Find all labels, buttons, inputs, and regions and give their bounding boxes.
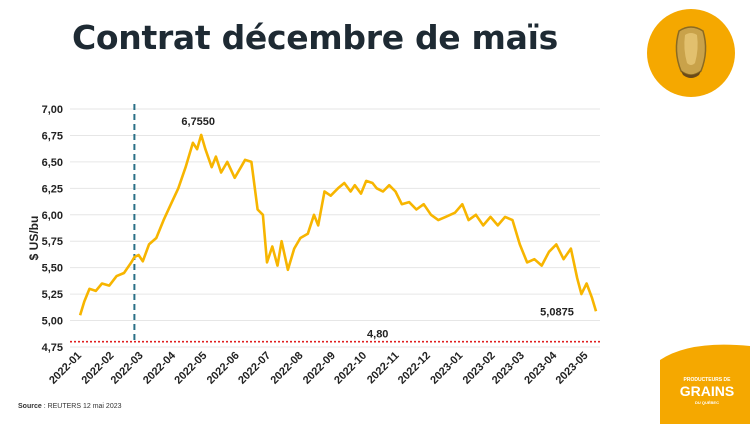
x-tick-label: 2022-10 xyxy=(332,350,369,387)
reference-label: 4,80 xyxy=(367,329,388,341)
x-tick-label: 2022-07 xyxy=(236,350,273,387)
x-tick-label: 2022-09 xyxy=(301,350,338,387)
grid xyxy=(70,108,600,348)
y-tick-label: 6,00 xyxy=(42,210,63,222)
y-tick-label: 6,25 xyxy=(42,183,63,195)
x-tick-label: 2022-01 xyxy=(47,350,84,387)
x-tick-label: 2023-04 xyxy=(522,349,560,387)
x-tick-label: 2023-05 xyxy=(554,350,591,387)
corner-badge xyxy=(647,9,735,97)
x-tick-label: 2022-08 xyxy=(268,350,305,387)
svg-text:GRAINS: GRAINS xyxy=(680,383,734,399)
last-value-label: 5,0875 xyxy=(540,306,574,318)
y-tick-label: 6,50 xyxy=(42,157,63,169)
producteurs-logo: PRODUCTEURS DE GRAINS DU QUÉBEC xyxy=(660,344,750,424)
svg-text:PRODUCTEURS DE: PRODUCTEURS DE xyxy=(684,377,732,383)
svg-text:DU QUÉBEC: DU QUÉBEC xyxy=(695,400,719,405)
x-tick-label: 2022-04 xyxy=(141,349,179,387)
source-note: Source : REUTERS 12 mai 2023 xyxy=(18,403,122,410)
y-tick-label: 5,50 xyxy=(42,263,63,275)
peak-label: 6,7550 xyxy=(181,116,215,128)
y-tick-label: 5,25 xyxy=(42,289,63,301)
x-tick-label: 2022-11 xyxy=(365,350,402,387)
y-tick-label: 5,00 xyxy=(42,316,63,328)
y-tick-label: 4,75 xyxy=(42,342,63,354)
series-line xyxy=(78,133,598,316)
y-tick-label: 5,75 xyxy=(42,236,63,248)
x-tick-label: 2023-03 xyxy=(490,350,527,387)
x-tick-label: 2022-05 xyxy=(172,350,209,387)
x-tick-label: 2023-01 xyxy=(428,350,465,387)
y-tick-label: 7,00 xyxy=(42,104,63,116)
y-axis-ticks: 4,75 5,00 5,25 5,50 5,75 6,00 6,25 6,50 6,75 7,00 xyxy=(42,104,63,354)
x-tick-label: 2022-03 xyxy=(109,350,146,387)
x-tick-label: 2022-12 xyxy=(396,350,433,387)
page-title: Contrat décembre de maïs xyxy=(72,18,558,57)
y-tick-label: 6,75 xyxy=(42,130,63,142)
x-tick-label: 2022-06 xyxy=(205,350,242,387)
corn-kernel-icon xyxy=(675,26,707,78)
y-axis-title: $ US/bu xyxy=(27,216,41,261)
x-axis-ticks: 2022-012022-022022-032022-042022-052022-… xyxy=(47,349,591,387)
